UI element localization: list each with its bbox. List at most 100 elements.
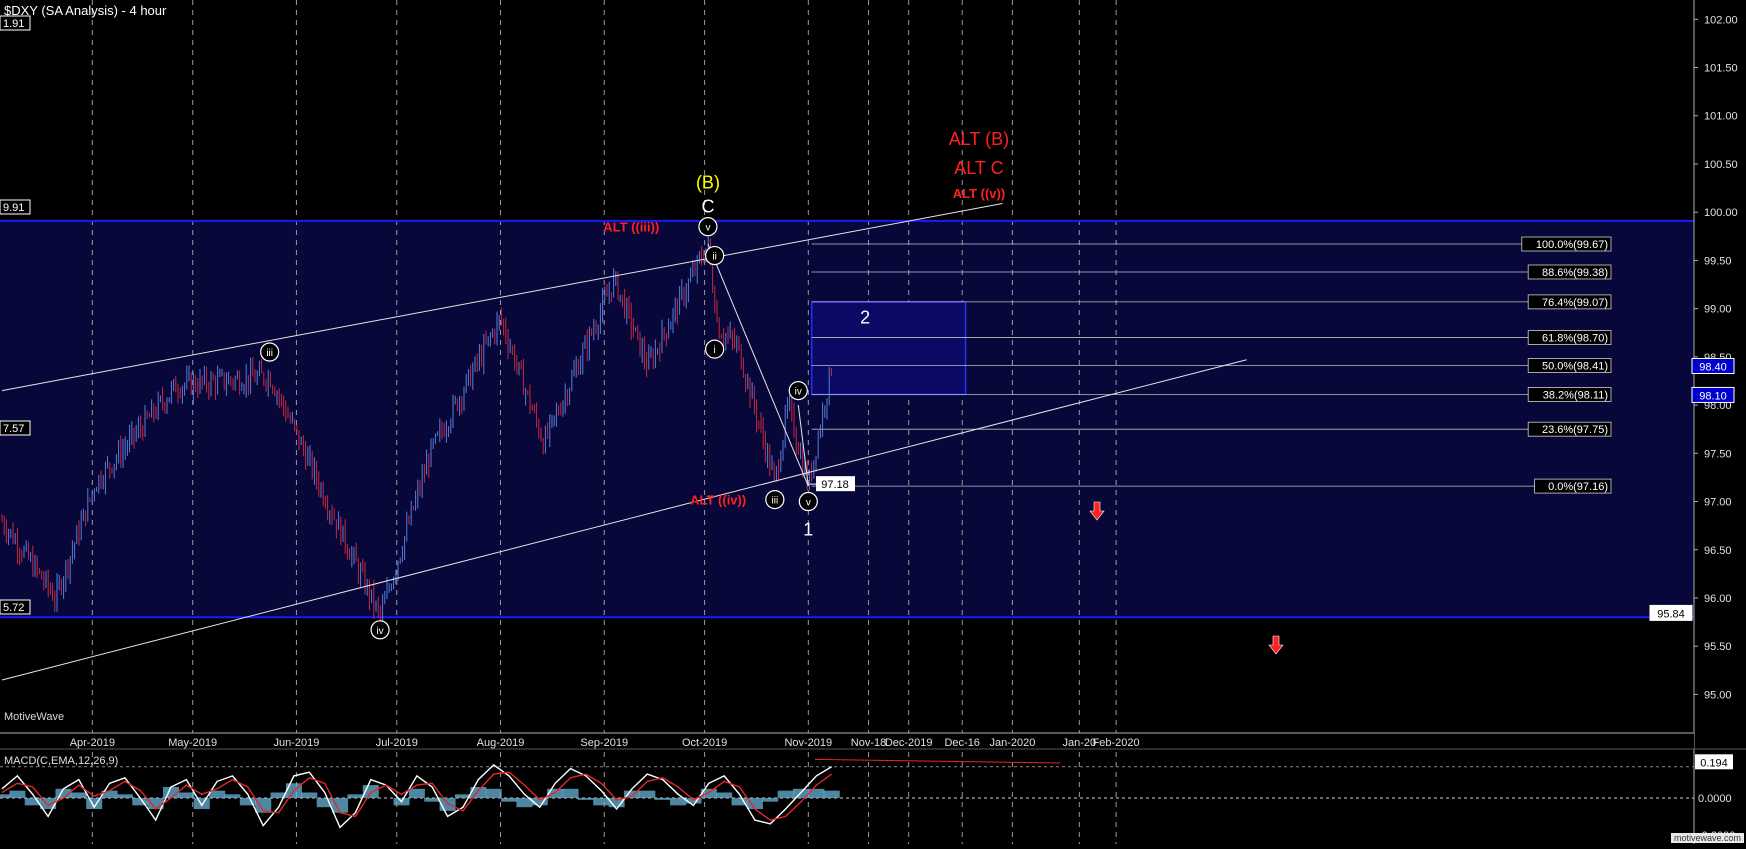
x-tick-label-4: Aug-2019 [477,737,525,749]
left-edge-box-2 [0,420,31,436]
macd-hist-bar [516,798,533,808]
macd-hist-bar [209,790,226,798]
macd-hist-bar [239,798,256,806]
x-tick-label-1: May-2019 [168,737,217,749]
wave-circle-6 [260,342,280,362]
x-tick-label-6: Oct-2019 [682,737,727,749]
macd-hist-bar [178,792,195,798]
macd-hist-bar [40,798,57,810]
macd-hist-bar [193,798,210,810]
x-tick-label-12: Jan-20 [1062,737,1096,749]
macd-tick-label-1: 0.0000 [1698,793,1732,805]
wave-label-13: 2 [860,307,870,327]
fib-level-label-6: 23.6%(97.75) [1542,424,1608,436]
price-callout-box-2 [1691,358,1735,374]
macd-hist-bar [562,788,579,798]
wave-label-5: i [714,345,716,356]
macd-hist-bar [255,798,272,813]
macd-hist-bar [301,792,318,798]
macd-hist-bar [654,798,671,800]
fib-level-box-2 [1527,294,1612,310]
wave-circle-7 [370,620,390,640]
macd-hist-bar [408,788,425,798]
down-arrow-icon [1089,501,1105,521]
x-tick-label-9: Dec-2019 [885,737,933,749]
macd-hist-bar [685,798,702,804]
macd-hist-bar [593,798,610,806]
wave-label-10: iv [795,387,802,398]
macd-hist-bar [746,798,763,810]
macd-hist-bar [531,798,548,806]
wave-label-8: iii [772,496,779,507]
macd-hist-bar [501,798,518,802]
y-tick-label-0: 95.00 [1704,689,1732,701]
macd-hist-bar [55,788,72,798]
macd-hist-bar [224,794,241,798]
wave-label-2: v [705,223,710,234]
macd-hist-bar [547,788,564,798]
x-tick-label-8: Nov-18 [851,737,886,749]
wave-label-3: ALT ((iii)) [603,220,659,235]
y-tick-label-3: 96.50 [1704,545,1732,557]
wave-label-6: iii [266,348,273,359]
macd-tick-label-0: 0.194 [1700,757,1728,769]
impulse-line-2 [797,405,809,487]
wave-circle-4 [705,245,725,266]
brand-label: MotiveWave [4,711,65,723]
fib-level-label-3: 61.8%(98.70) [1542,333,1608,345]
wave-circle-5 [705,339,725,359]
price-callout-0: 97.18 [821,479,849,491]
y-tick-label-6: 98.00 [1704,400,1732,412]
macd-hist-bar [808,788,825,798]
wave-label-16: ALT ((v)) [953,186,1005,201]
y-tick-label-9: 99.50 [1704,255,1732,267]
macd-hist-bar [424,798,441,802]
y-tick-label-13: 101.50 [1704,63,1738,75]
fib-level-box-5 [1527,387,1612,402]
y-tick-label-11: 100.50 [1704,159,1738,171]
fib-level-box-6 [1527,421,1612,437]
left-edge-label-0: 1.91 [3,18,24,30]
macd-hist-bar [9,790,26,798]
left-edge-label-3: 5.72 [3,602,24,614]
macd-hist-bar [163,786,180,798]
price-callout-3: 98.10 [1699,390,1727,402]
wave-label-7: iv [376,626,383,637]
channel-line-0 [1,203,1003,392]
x-tick-label-5: Sep-2019 [580,737,628,749]
macd-hist-bar [86,798,103,810]
fib-level-label-0: 100.0%(99.67) [1536,239,1608,251]
wave-label-14: ALT (B) [949,129,1009,149]
fib-level-label-1: 88.6%(99.38) [1542,267,1608,279]
wave-circle-8 [765,489,785,510]
macd-hist-bar [470,786,487,798]
macd-hist-bar [777,790,794,798]
left-edge-label-2: 7.57 [3,423,24,435]
macd-hist-bar [623,790,640,798]
impulse-line [707,243,809,487]
x-tick-label-11: Jan-2020 [989,737,1035,749]
macd-hist-bar [731,798,748,806]
macd-hist-bar [577,798,594,800]
price-callout-2: 98.40 [1699,362,1727,374]
macd-hist-bar [101,790,118,798]
wave-circle-10 [788,381,808,401]
fib-level-box-4 [1527,358,1612,373]
wave-label-11: v [806,498,811,509]
macd-hist-bar [147,798,164,810]
macd-hist-bar [270,792,287,798]
x-tick-label-3: Jul-2019 [376,737,418,749]
macd-hist-bar [0,794,10,798]
macd-hist-bar [700,788,717,798]
fib-level-label-7: 0.0%(97.16) [1548,481,1608,493]
fib-level-box-0 [1521,236,1612,252]
macd-divergence-line [814,758,1061,764]
macd-line [1,763,833,829]
macd-signal-line [1,771,833,821]
macd-hist-bar [608,798,625,808]
left-edge-label-1: 9.91 [3,202,24,214]
macd-hist-bar [132,798,149,806]
macd-histogram [0,783,840,813]
price-callout-box-0 [816,476,855,492]
